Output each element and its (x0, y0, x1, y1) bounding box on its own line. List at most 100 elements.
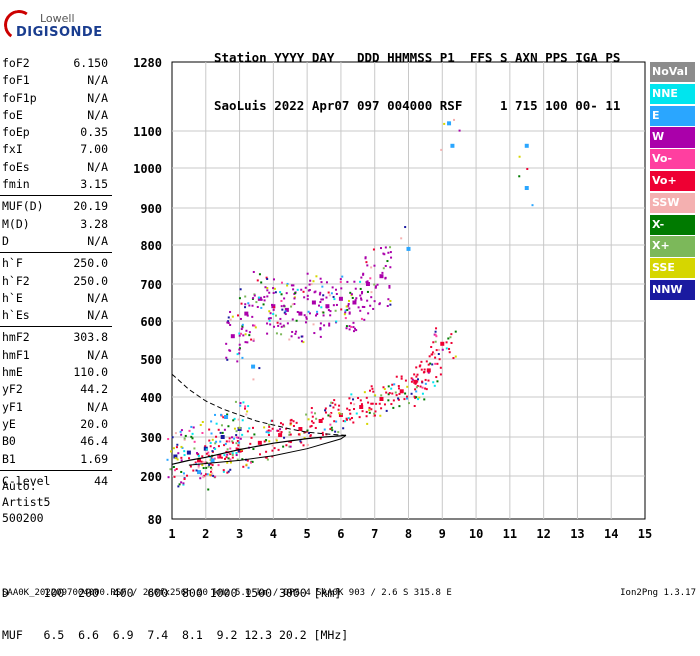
echo-dot (423, 368, 426, 371)
echo-dot (220, 456, 223, 459)
echo-dot (266, 287, 269, 290)
echo-dot (359, 399, 362, 402)
echo-dot (373, 300, 376, 303)
legend-item: Vo+ (650, 170, 695, 192)
echo-dot (369, 389, 372, 392)
param-row: foF1 N/A (0, 72, 112, 89)
echo-dot (183, 454, 186, 457)
echo-dot (183, 478, 186, 481)
echo-dot (400, 375, 403, 378)
echo-dot (349, 412, 352, 415)
echo-dot (285, 292, 288, 295)
echo-dot (319, 335, 322, 338)
echo-dot (306, 272, 309, 275)
echo-dot (307, 310, 310, 313)
echo-dot (343, 313, 346, 316)
echo-dot (177, 485, 180, 488)
echo-dot (277, 448, 280, 451)
echo-dot (424, 378, 427, 381)
echo-dot (350, 417, 353, 420)
echo-dot (235, 434, 238, 437)
echo-dot (279, 291, 282, 294)
echo-dot (340, 308, 343, 311)
echo-dot (259, 453, 262, 456)
echo-dot (263, 299, 266, 302)
echo-dot (312, 280, 315, 283)
echo-dot (292, 284, 295, 287)
echo-dot (387, 298, 390, 301)
echo-dot (327, 309, 330, 312)
echo-dot (295, 421, 298, 424)
trace-point (440, 341, 445, 346)
echo-dot (196, 452, 199, 455)
trace-point (447, 121, 452, 126)
echo-dot (440, 148, 443, 151)
y-tick-label: 80 (148, 513, 162, 527)
echo-dot (437, 353, 440, 356)
echo-dot (175, 446, 178, 449)
echo-dot (366, 264, 369, 267)
echo-dot (420, 368, 423, 371)
echo-dot (286, 322, 289, 325)
echo-dot (427, 371, 430, 374)
echo-dot (175, 468, 178, 471)
x-tick-label: 4 (270, 527, 277, 541)
echo-dot (378, 302, 381, 305)
echo-dot (362, 272, 365, 275)
echo-dot (284, 313, 287, 316)
echo-dot (231, 452, 234, 455)
echo-dot (430, 353, 433, 356)
echo-dot (328, 322, 331, 325)
echo-dot (300, 340, 303, 343)
echo-dot (252, 338, 255, 341)
trace-point (224, 415, 229, 419)
echo-dot (348, 409, 351, 412)
x-tick-label: 10 (469, 527, 483, 541)
echo-dot (439, 366, 442, 369)
echo-dot (350, 325, 353, 328)
echo-dot (305, 413, 308, 416)
param-label: B1 (2, 451, 16, 466)
echo-dot (225, 456, 228, 459)
echo-dot (208, 428, 211, 431)
echo-dot (208, 463, 211, 466)
echo-dot (324, 411, 327, 414)
echo-dot (230, 451, 233, 454)
echo-dot (345, 327, 348, 330)
echo-dot (274, 314, 277, 317)
echo-dot (238, 441, 241, 444)
echo-dot (447, 337, 450, 340)
echo-dot (425, 360, 428, 363)
echo-dot (280, 305, 283, 308)
echo-dot (240, 332, 243, 335)
echo-dot (211, 464, 214, 467)
echo-dot (453, 118, 456, 121)
echo-dot (229, 468, 232, 471)
param-label: yF1 (2, 399, 23, 414)
echo-dot (404, 392, 407, 395)
echo-dot (454, 355, 457, 358)
echo-dot (419, 364, 422, 367)
echo-dot (291, 330, 294, 333)
echo-dot (319, 277, 322, 280)
echo-dot (368, 411, 371, 414)
echo-dot (205, 461, 208, 464)
echo-dot (389, 303, 392, 306)
echo-dot (410, 377, 413, 380)
echo-dot (248, 331, 251, 334)
echo-dot (435, 335, 438, 338)
echo-dot (341, 275, 344, 278)
echo-dot (359, 309, 362, 312)
echo-dot (357, 397, 360, 400)
echo-dot (188, 457, 191, 460)
param-row: C-level 44 (0, 473, 112, 490)
echo-dot (297, 336, 300, 339)
echo-dot (227, 316, 230, 319)
echo-dot (352, 421, 355, 424)
echo-dot (350, 293, 353, 296)
echo-dot (266, 289, 269, 292)
echo-dot (184, 434, 187, 437)
echo-dot (265, 276, 268, 279)
param-label: h`F (2, 256, 23, 271)
param-row: M(D) 3.28 (0, 216, 112, 233)
